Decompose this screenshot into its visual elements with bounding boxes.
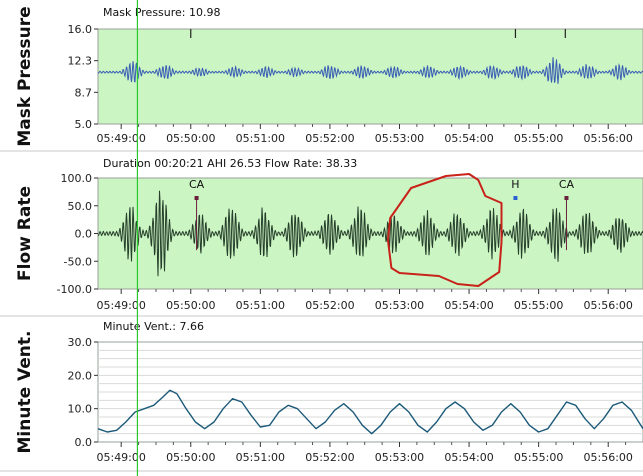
y-axis-label: Flow Rate (15, 186, 35, 281)
y-tick-label: 16.0 (68, 23, 93, 36)
x-tick-label: 05:52:00 (305, 451, 354, 464)
event-label: H (511, 178, 519, 191)
event-marker (194, 196, 199, 200)
annotation-loop (386, 173, 503, 287)
x-tick-label: 05:54:00 (444, 299, 493, 312)
y-axis-label: Mask Pressure (15, 6, 35, 146)
series-line (98, 190, 643, 277)
panel-3: Minute Vent. Minute Vent.: 7.66 30.0 20.0 10… (0, 320, 643, 472)
x-tick-label: 05:56:00 (584, 451, 633, 464)
y-tick-label: 8.7 (75, 86, 93, 99)
x-tick-label: 05:53:00 (375, 451, 424, 464)
panel-title: Minute Vent.: 7.66 (103, 320, 204, 333)
event-label: CA (559, 178, 575, 191)
x-tick-label: 05:51:00 (236, 451, 285, 464)
event-marker (513, 196, 518, 200)
y-tick-label: 5.0 (75, 118, 93, 131)
event-marker (564, 196, 569, 200)
panel-2: Flow Rate Duration 00:20:21 AHI 26.53 Flo… (0, 157, 643, 317)
panel-1: Mask Pressure Mask Pressure: 10.98 16.0 12.… (0, 6, 643, 152)
x-tick-label: 05:49:00 (96, 299, 145, 312)
x-tick-label: 05:52:00 (305, 132, 354, 145)
y-axis-label: Minute Vent. (15, 331, 35, 454)
x-tick-label: 05:56:00 (584, 299, 633, 312)
y-tick-label: 100.0 (61, 172, 93, 185)
x-tick-label: 05:54:00 (444, 451, 493, 464)
y-tick-label: 0.0 (75, 436, 93, 449)
x-tick-label: 05:51:00 (236, 132, 285, 145)
x-tick-label: 05:55:00 (514, 451, 563, 464)
event-label: CA (189, 178, 205, 191)
series-line (98, 389, 643, 435)
x-tick-label: 05:52:00 (305, 299, 354, 312)
x-tick-label: 05:51:00 (236, 299, 285, 312)
y-tick-label: 20.0 (68, 369, 93, 382)
x-tick-label: 05:49:00 (96, 132, 145, 145)
x-tick-label: 05:55:00 (514, 299, 563, 312)
y-tick-label: 30.0 (68, 336, 93, 349)
y-tick-label: -50.0 (64, 255, 92, 268)
panel-title: Mask Pressure: 10.98 (103, 6, 221, 19)
x-tick-label: 05:50:00 (166, 132, 215, 145)
y-tick-label: 50.0 (68, 200, 93, 213)
x-tick-label: 05:49:00 (96, 451, 145, 464)
x-tick-label: 05:53:00 (375, 299, 424, 312)
y-tick-label: -100.0 (57, 283, 92, 296)
panel-title: Duration 00:20:21 AHI 26.53 Flow Rate: 3… (103, 157, 357, 170)
y-tick-label: 10.0 (68, 403, 93, 416)
x-tick-label: 05:55:00 (514, 132, 563, 145)
x-tick-label: 05:50:00 (166, 299, 215, 312)
x-tick-label: 05:54:00 (444, 132, 493, 145)
x-tick-label: 05:50:00 (166, 451, 215, 464)
y-tick-label: 0.0 (75, 228, 93, 241)
x-tick-label: 05:56:00 (584, 132, 633, 145)
y-tick-label: 12.3 (68, 55, 93, 68)
x-tick-label: 05:53:00 (375, 132, 424, 145)
series-line (98, 57, 643, 84)
